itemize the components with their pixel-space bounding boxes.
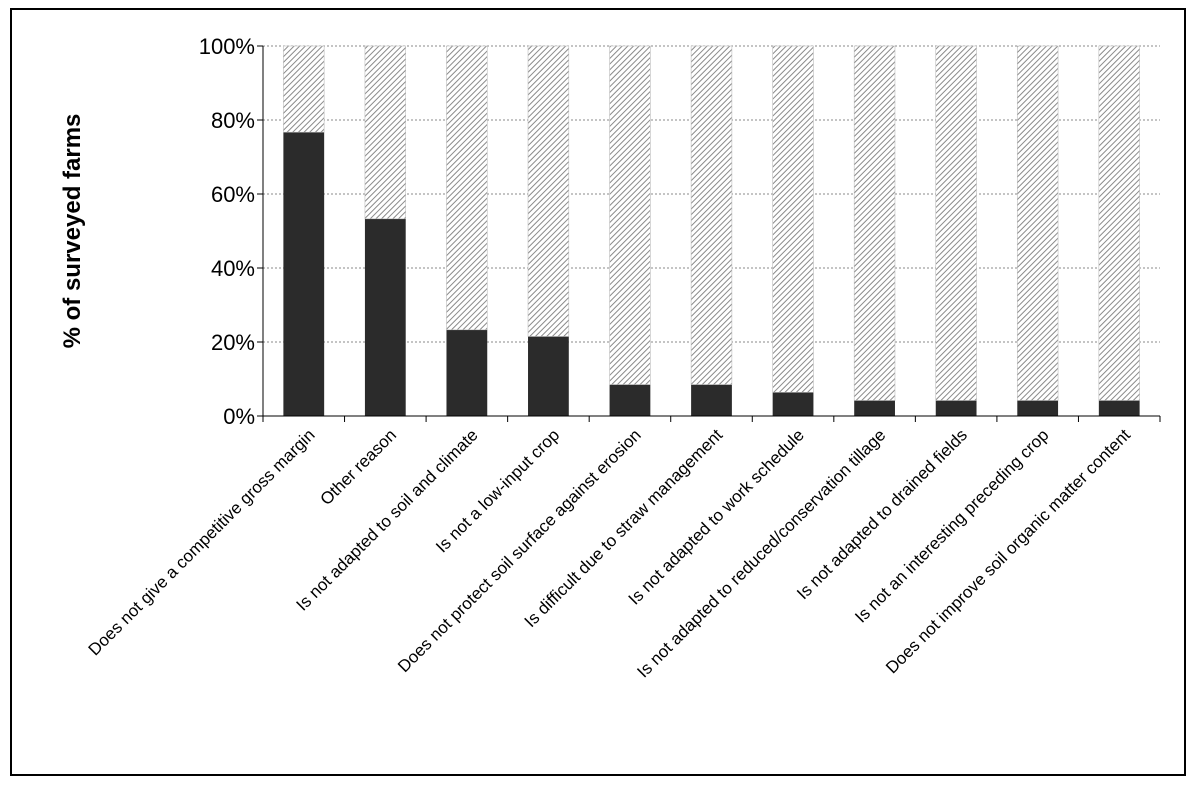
- bar-segment-solid: [283, 132, 325, 416]
- y-tick-label: 0%: [223, 404, 255, 429]
- y-tick-label: 20%: [211, 330, 255, 355]
- y-tick-label: 100%: [199, 34, 255, 59]
- bar-segment-solid: [609, 384, 651, 416]
- bar-segment-hatched: [772, 45, 814, 393]
- bar-segment-hatched: [935, 45, 977, 401]
- bar-segment-solid: [446, 329, 488, 416]
- x-category-label: Does not give a competitive gross margin: [85, 425, 319, 659]
- x-category-label: Is not adapted to drained fields: [793, 425, 971, 603]
- x-category-label: Other reason: [317, 425, 401, 509]
- bar-segment-solid: [364, 218, 406, 416]
- bar-segment-solid: [528, 336, 569, 416]
- x-category-label: Is not adapted to soil and climate: [293, 425, 482, 614]
- x-category-label: Is not adapted to work schedule: [625, 425, 808, 608]
- y-tick-labels: 0% 20% 40% 60% 80% 100%: [199, 34, 255, 429]
- x-category-labels: Does not give a competitive gross margin…: [85, 425, 1135, 681]
- bars: [283, 45, 1140, 416]
- bar-segment-hatched: [609, 45, 651, 385]
- bar-segment-hatched: [364, 45, 407, 220]
- y-tick-label: 60%: [211, 182, 255, 207]
- bar-segment-solid: [1017, 400, 1059, 416]
- bar-segment-solid: [854, 400, 895, 416]
- y-tick-label: 40%: [211, 256, 255, 281]
- bar-segment-hatched: [527, 45, 570, 337]
- bar-segment-hatched: [1098, 45, 1140, 401]
- bar-segment-solid: [772, 392, 814, 416]
- bar-segment-hatched: [283, 45, 325, 133]
- bar-segment-hatched: [853, 45, 896, 401]
- y-axis-label: % of surveyed farms: [59, 114, 86, 349]
- bar-segment-solid: [691, 384, 732, 416]
- bar-segment-hatched: [690, 45, 733, 385]
- axes: [257, 45, 1161, 422]
- bar-segment-solid: [935, 400, 977, 416]
- bar-segment-solid: [1098, 400, 1140, 416]
- bar-segment-hatched: [1016, 45, 1059, 401]
- bar-segment-hatched: [446, 45, 488, 331]
- y-tick-label: 80%: [211, 108, 255, 133]
- chart-frame: [10, 8, 1186, 776]
